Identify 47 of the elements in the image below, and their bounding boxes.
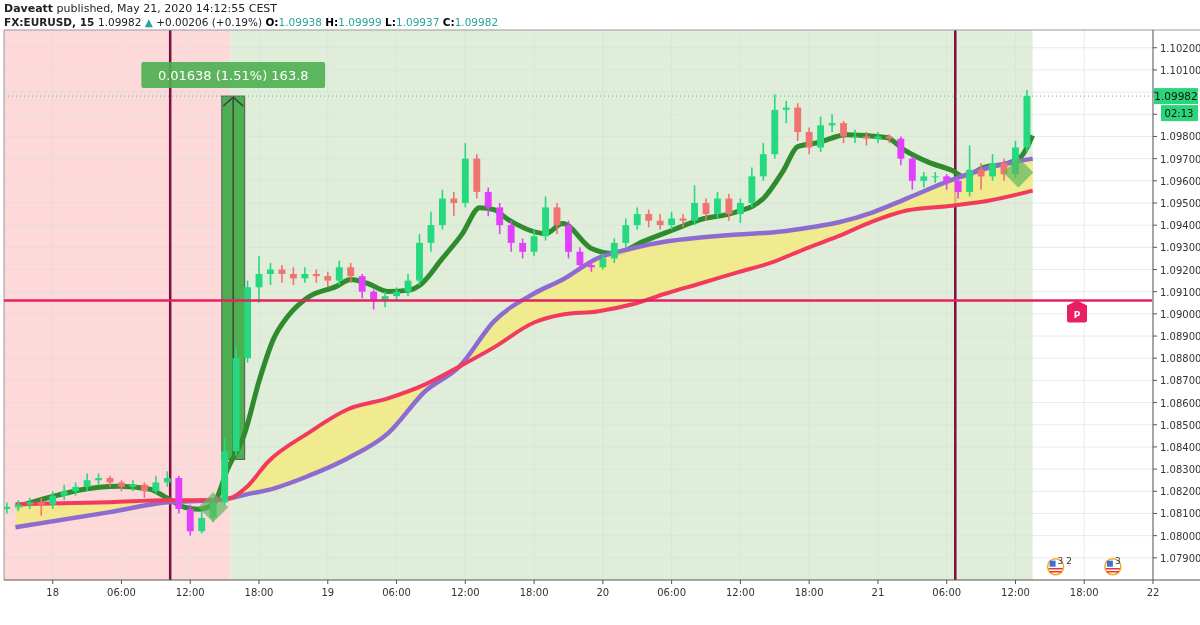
y-tick-label: 1.10100: [1160, 64, 1200, 76]
y-tick-label: 1.09200: [1160, 264, 1200, 276]
x-tick-label: 18:00: [794, 587, 824, 598]
chart-title: Daveatt published, May 21, 2020 14:12:55 CEST: [4, 2, 278, 15]
y-tick-label: 1.08400: [1160, 441, 1200, 453]
x-tick-label: 20: [596, 587, 610, 598]
x-tick-label: 06:00: [932, 587, 962, 598]
y-tick-label: 1.09800: [1160, 131, 1200, 143]
x-tick-label: 12:00: [450, 587, 480, 598]
x-tick-label: 12:00: [175, 587, 205, 598]
ref-line-label: P: [1073, 309, 1081, 320]
x-tick-label: 19: [321, 587, 335, 598]
y-tick-label: 1.09500: [1160, 197, 1200, 209]
x-tick-label: 18:00: [519, 587, 549, 598]
y-tick-label: 1.09100: [1160, 286, 1200, 298]
y-tick-label: 1.08800: [1160, 353, 1200, 365]
y-tick-label: 1.08700: [1160, 375, 1200, 387]
y-tick-label: 1.08200: [1160, 486, 1200, 498]
annotation: 3: [1114, 555, 1121, 566]
x-tick-label: 18: [46, 587, 60, 598]
x-tick-label: 06:00: [382, 587, 411, 598]
annotation: 3 2: [1057, 555, 1072, 566]
y-tick-label: 1.09000: [1160, 308, 1200, 320]
x-tick-label: 12:00: [725, 587, 755, 598]
text: FX:EURUSD, 15 1.09982 ▲ +0.00206 (+0.19%) O:1.09938 H:1.09999 L:1.09937 C:1.09982: [4, 16, 499, 28]
ref-line-label: 1.09982: [1154, 90, 1198, 103]
y-tick-label: 1.09300: [1160, 242, 1200, 254]
x-tick-label: 22: [1146, 587, 1160, 598]
y-tick-label: 1.09700: [1160, 153, 1200, 165]
x-tick-label: 06:00: [657, 587, 687, 598]
text: 02:13: [1164, 108, 1194, 120]
y-tick-label: 1.08600: [1160, 397, 1200, 409]
y-tick-label: 1.10200: [1160, 42, 1200, 54]
y-tick-label: 1.08900: [1160, 331, 1200, 343]
annotation: 0.01638 (1.51%) 163.8: [157, 68, 309, 84]
x-tick-label: 21: [871, 587, 885, 598]
x-tick-label: 18:00: [1069, 587, 1099, 598]
x-tick-label: 06:00: [107, 587, 136, 598]
y-tick-label: 1.08500: [1160, 419, 1200, 431]
y-tick-label: 1.09400: [1160, 220, 1200, 232]
y-tick-label: 1.07900: [1160, 552, 1200, 564]
y-tick-label: 1.08100: [1160, 508, 1200, 520]
x-tick-label: 12:00: [1001, 587, 1030, 598]
x-tick-label: 18:00: [244, 587, 274, 598]
y-tick-label: 1.08000: [1160, 530, 1200, 542]
y-tick-label: 1.09600: [1160, 175, 1200, 187]
y-tick-label: 1.08300: [1160, 464, 1200, 476]
